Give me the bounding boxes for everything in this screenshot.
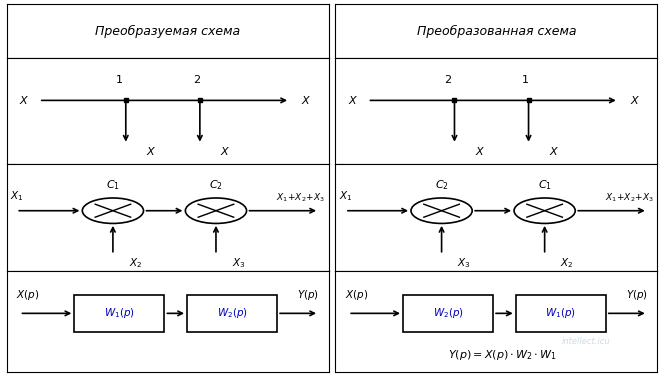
Text: $2$: $2$ bbox=[193, 73, 201, 85]
Text: $X_3$: $X_3$ bbox=[232, 256, 245, 270]
Text: Преобразованная схема: Преобразованная схема bbox=[416, 24, 576, 38]
Text: $X$: $X$ bbox=[629, 94, 640, 106]
Text: $X(p)$: $X(p)$ bbox=[17, 288, 40, 302]
Text: $X_2$: $X_2$ bbox=[129, 256, 142, 270]
Text: $W_2(p)$: $W_2(p)$ bbox=[216, 306, 248, 320]
Text: $X$: $X$ bbox=[475, 145, 485, 157]
Text: $X$: $X$ bbox=[549, 145, 560, 157]
Text: $1$: $1$ bbox=[116, 73, 124, 85]
Text: $W_2(p)$: $W_2(p)$ bbox=[432, 306, 463, 320]
Text: $W_1(p)$: $W_1(p)$ bbox=[545, 306, 576, 320]
Text: $C_2$: $C_2$ bbox=[209, 178, 223, 192]
Text: $C_2$: $C_2$ bbox=[435, 178, 449, 192]
Text: $Y(p)$: $Y(p)$ bbox=[297, 288, 319, 302]
Text: $Y(p) = X(p) \cdot W_2 \cdot W_1$: $Y(p) = X(p) \cdot W_2 \cdot W_1$ bbox=[448, 348, 557, 362]
Text: $X$: $X$ bbox=[19, 94, 29, 106]
Text: $X_3$: $X_3$ bbox=[457, 256, 471, 270]
Text: $W_1(p)$: $W_1(p)$ bbox=[104, 306, 135, 320]
Text: $C_1$: $C_1$ bbox=[538, 178, 552, 192]
Text: $X(p)$: $X(p)$ bbox=[345, 288, 369, 302]
Text: $X_2$: $X_2$ bbox=[560, 256, 574, 270]
Text: $X_1\!+\!X_2\!+\!X_3$: $X_1\!+\!X_2\!+\!X_3$ bbox=[605, 192, 654, 204]
Text: $X_1$: $X_1$ bbox=[10, 189, 23, 203]
Text: $X_1\!+\!X_2\!+\!X_3$: $X_1\!+\!X_2\!+\!X_3$ bbox=[276, 192, 325, 204]
Text: $X$: $X$ bbox=[146, 145, 157, 157]
Text: $X$: $X$ bbox=[301, 94, 311, 106]
Text: $X_1$: $X_1$ bbox=[339, 189, 352, 203]
Text: $X$: $X$ bbox=[220, 145, 231, 157]
Text: intellect.icu: intellect.icu bbox=[562, 337, 611, 346]
Text: $2$: $2$ bbox=[444, 73, 452, 85]
Text: $C_1$: $C_1$ bbox=[106, 178, 120, 192]
Text: $X$: $X$ bbox=[348, 94, 358, 106]
Text: $Y(p)$: $Y(p)$ bbox=[625, 288, 647, 302]
Text: $1$: $1$ bbox=[521, 73, 529, 85]
Text: Преобразуемая схема: Преобразуемая схема bbox=[95, 24, 240, 38]
